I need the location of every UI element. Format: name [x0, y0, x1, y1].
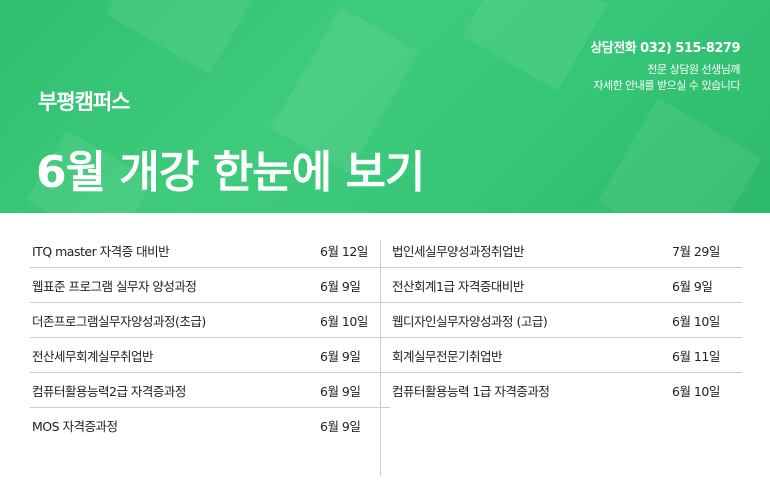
column-divider — [380, 240, 381, 476]
desc-line-1: 전문 상담원 선생님께 — [647, 63, 740, 76]
course-row[interactable]: 컴퓨터활용능력2급 자격증과정 6월 9일 — [30, 373, 390, 408]
page-title: 6월 개강 한눈에 보기 — [36, 147, 425, 198]
course-name: 더존프로그램실무자양성과정(초급) — [32, 313, 206, 329]
course-row[interactable]: 전산세무회계실무취업반 6월 9일 — [30, 338, 390, 373]
course-name: 회계실무전문기취업반 — [392, 348, 503, 364]
campus-name: 부평캠퍼스 — [38, 90, 131, 114]
course-row[interactable]: 법인세실무양성과정취업반 7월 29일 — [390, 233, 742, 268]
course-start-date: 6월 9일 — [320, 418, 361, 434]
hero-banner: 부평캠퍼스 6월 개강 한눈에 보기 상담전화 032) 515-8279 전문… — [0, 0, 770, 213]
course-start-date: 6월 9일 — [320, 348, 361, 364]
course-start-date: 6월 9일 — [672, 278, 713, 294]
course-row[interactable]: 웹표준 프로그램 실무자 양성과정 6월 9일 — [30, 268, 390, 303]
course-row[interactable]: 더존프로그램실무자양성과정(초급) 6월 10일 — [30, 303, 390, 338]
course-row[interactable]: 전산회계1급 자격증대비반 6월 9일 — [390, 268, 742, 303]
course-name: ITQ master 자격증 대비반 — [32, 243, 170, 259]
course-name: 웹표준 프로그램 실무자 양성과정 — [32, 278, 197, 294]
desc-line-2: 자세한 안내를 받으실 수 있습니다 — [593, 79, 740, 92]
course-name: MOS 자격증과정 — [32, 418, 118, 434]
course-row[interactable]: MOS 자격증과정 6월 9일 — [30, 408, 390, 442]
course-start-date: 6월 11일 — [672, 348, 720, 364]
course-start-date: 7월 29일 — [672, 243, 720, 259]
course-row[interactable]: 컴퓨터활용능력 1급 자격증과정 6월 10일 — [390, 373, 742, 407]
course-name: 전산세무회계실무취업반 — [32, 348, 154, 364]
phone-number[interactable]: 상담전화 032) 515-8279 — [590, 41, 740, 56]
course-name: 웹디자인실무자양성과정 (고급) — [392, 313, 548, 329]
course-start-date: 6월 10일 — [672, 383, 720, 399]
course-name: 법인세실무양성과정취업반 — [392, 243, 525, 259]
course-row[interactable]: 웹디자인실무자양성과정 (고급) 6월 10일 — [390, 303, 742, 338]
course-start-date: 6월 12일 — [320, 243, 368, 259]
course-start-date: 6월 10일 — [320, 313, 368, 329]
course-start-date: 6월 10일 — [672, 313, 720, 329]
course-row[interactable]: 회계실무전문기취업반 6월 11일 — [390, 338, 742, 373]
course-name: 컴퓨터활용능력 1급 자격증과정 — [392, 383, 550, 399]
course-name: 전산회계1급 자격증대비반 — [392, 278, 524, 294]
course-start-date: 6월 9일 — [320, 278, 361, 294]
contact-description: 전문 상담원 선생님께 자세한 안내를 받으실 수 있습니다 — [593, 62, 740, 94]
course-row[interactable]: ITQ master 자격증 대비반 6월 12일 — [30, 233, 390, 268]
course-name: 컴퓨터활용능력2급 자격증과정 — [32, 383, 186, 399]
course-start-date: 6월 9일 — [320, 383, 361, 399]
